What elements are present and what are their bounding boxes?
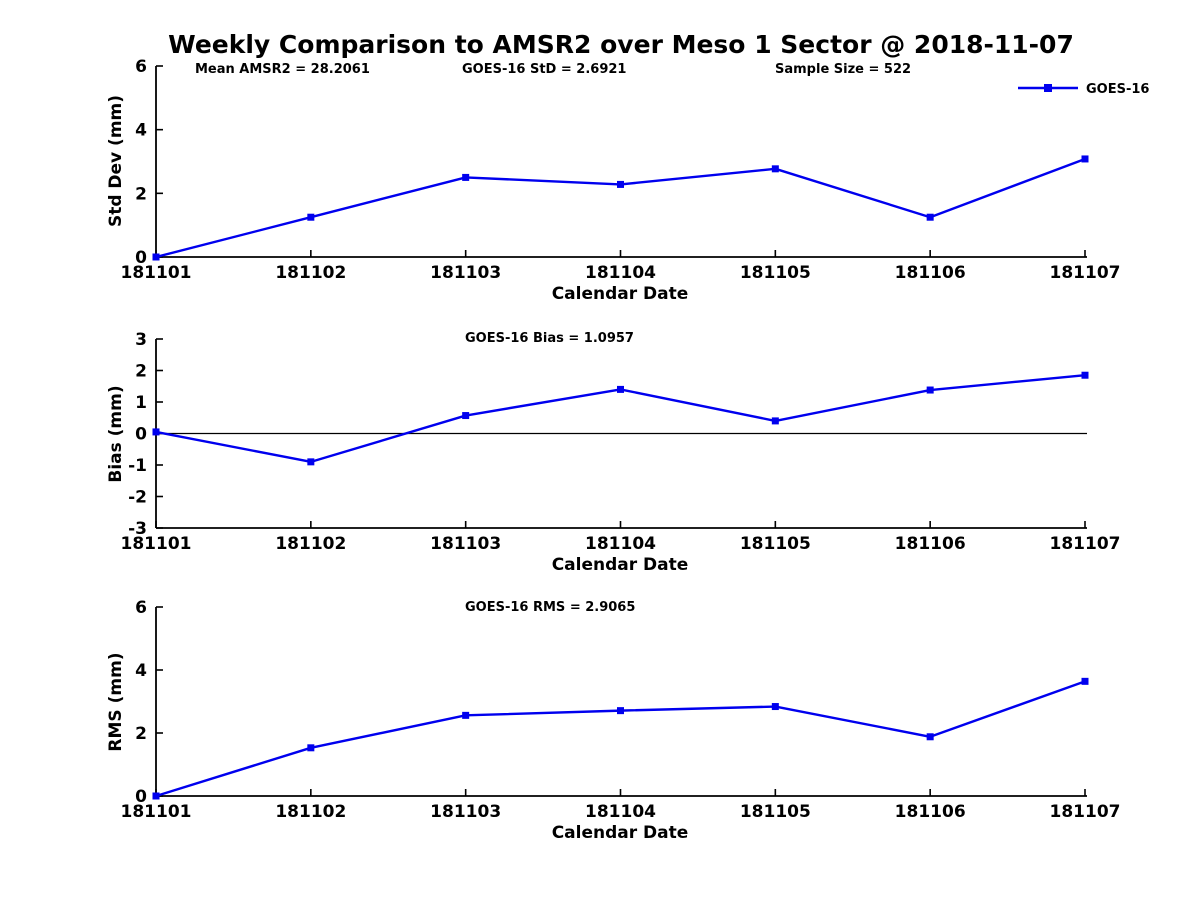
- x-tick-label: 181103: [430, 534, 501, 554]
- x-tick-label: 181102: [275, 263, 346, 283]
- x-axis-label-rms: Calendar Date: [552, 823, 689, 843]
- data-point-marker: [462, 173, 470, 181]
- data-series-line: [155, 157, 1086, 259]
- data-point-marker: [771, 165, 779, 173]
- y-axis-label-bias: Bias (mm): [106, 385, 126, 482]
- x-tick-label: 181106: [895, 534, 966, 554]
- y-tick-label: 0: [135, 425, 147, 445]
- data-point-marker: [771, 417, 779, 425]
- annotation-goes16-std: GOES-16 StD = 2.6921: [462, 62, 626, 77]
- x-axis-label-bias: Calendar Date: [552, 555, 689, 575]
- y-tick-label: 1: [135, 393, 147, 413]
- chart-title: Weekly Comparison to AMSR2 over Meso 1 S…: [168, 30, 1074, 59]
- data-point-marker: [926, 733, 934, 741]
- plot-layer: 0 2 4 6 181101 181102 181103 181104 181105 181106…: [121, 57, 1121, 822]
- y-tick-label: 2: [135, 184, 147, 204]
- y-tick-label: -3: [128, 519, 147, 539]
- data-point-marker: [1081, 371, 1089, 379]
- subplot-rms: GOES-16 RMS = 2.9065 RMS (mm) Calendar D…: [106, 600, 688, 843]
- x-tick-label: 181102: [275, 534, 346, 554]
- annotation-goes16-rms: GOES-16 RMS = 2.9065: [465, 600, 635, 615]
- x-tick-label: 181107: [1050, 802, 1121, 822]
- data-point-marker: [152, 428, 160, 436]
- y-tick-label: 0: [135, 248, 147, 268]
- x-tick-label: 181105: [740, 263, 811, 283]
- data-point-marker: [307, 458, 315, 466]
- y-tick-label: 2: [135, 362, 147, 382]
- y-tick-label: 0: [135, 787, 147, 807]
- x-tick-label: 181105: [740, 802, 811, 822]
- x-tick-label: 181106: [895, 802, 966, 822]
- data-point-marker: [617, 707, 624, 715]
- y-tick-label: -2: [128, 488, 147, 508]
- subplot-bias: GOES-16 Bias = 1.0957 Bias (mm) Calendar…: [106, 331, 688, 575]
- x-tick-label: 181104: [585, 263, 656, 283]
- data-point-marker: [152, 253, 160, 261]
- legend-marker-icon: [1044, 84, 1052, 92]
- data-point-marker: [617, 180, 624, 188]
- data-point-marker: [617, 385, 624, 393]
- x-tick-label: 181102: [275, 802, 346, 822]
- y-tick-label: 3: [135, 330, 147, 350]
- data-point-marker: [1081, 677, 1089, 685]
- x-tick-label: 181104: [585, 534, 656, 554]
- y-tick-label: 6: [135, 57, 147, 77]
- legend: GOES-16: [1018, 82, 1149, 97]
- y-tick-label: 6: [135, 598, 147, 618]
- data-point-marker: [926, 213, 934, 221]
- x-tick-label: 181101: [121, 802, 192, 822]
- y-tick-label: 4: [135, 121, 147, 141]
- annotation-mean-amsr2: Mean AMSR2 = 28.2061: [195, 62, 370, 77]
- x-tick-label: 181101: [121, 263, 192, 283]
- data-point-marker: [771, 703, 779, 711]
- x-tick-label: 181105: [740, 534, 811, 554]
- x-tick-label: 181107: [1050, 263, 1121, 283]
- x-tick-label: 181103: [430, 263, 501, 283]
- data-point-marker: [307, 213, 315, 221]
- annotation-sample-size: Sample Size = 522: [775, 62, 911, 77]
- x-tick-label: 181107: [1050, 534, 1121, 554]
- x-tick-label: 181106: [895, 263, 966, 283]
- data-point-marker: [926, 386, 934, 394]
- y-tick-label: 4: [135, 661, 147, 681]
- x-axis-label-stddev: Calendar Date: [552, 284, 689, 304]
- data-point-marker: [307, 744, 315, 752]
- x-tick-label: 181103: [430, 802, 501, 822]
- data-point-marker: [462, 711, 470, 719]
- x-tick-label: 181104: [585, 802, 656, 822]
- data-point-marker: [1081, 155, 1089, 163]
- x-tick-label: 181101: [121, 534, 192, 554]
- legend-label: GOES-16: [1086, 82, 1149, 97]
- y-tick-label: -1: [128, 456, 147, 476]
- data-point-marker: [462, 412, 470, 420]
- data-series-line: [155, 680, 1086, 798]
- y-tick-label: 2: [135, 724, 147, 744]
- subplot-stddev: Mean AMSR2 = 28.2061 GOES-16 StD = 2.692…: [106, 62, 1149, 304]
- annotation-goes16-bias: GOES-16 Bias = 1.0957: [465, 331, 634, 346]
- y-axis-label-rms: RMS (mm): [106, 652, 126, 751]
- data-point-marker: [152, 792, 160, 800]
- y-axis-label-stddev: Std Dev (mm): [106, 95, 126, 227]
